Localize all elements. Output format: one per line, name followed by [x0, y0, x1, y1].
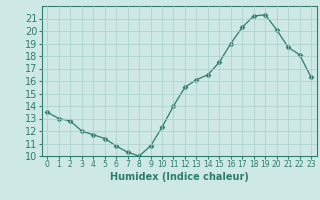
- X-axis label: Humidex (Indice chaleur): Humidex (Indice chaleur): [110, 172, 249, 182]
